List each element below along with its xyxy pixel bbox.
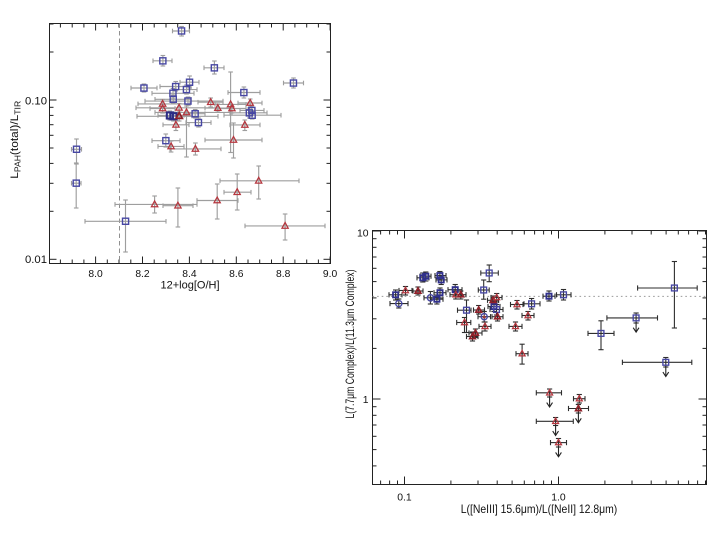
svg-text:8.8: 8.8: [276, 269, 291, 280]
svg-text:8.4: 8.4: [182, 269, 197, 280]
svg-text:1: 1: [363, 395, 369, 406]
svg-text:9.0: 9.0: [323, 269, 338, 280]
svg-text:1.0: 1.0: [551, 493, 566, 504]
svg-text:8.6: 8.6: [229, 269, 244, 280]
svg-text:LPAH(total)/LTIR: LPAH(total)/LTIR: [9, 101, 22, 179]
svg-text:L([NeIII] 15.6μm)/L([NeII] 12.: L([NeIII] 15.6μm)/L([NeII] 12.8μm): [461, 503, 618, 516]
svg-text:12+log[O/H]: 12+log[O/H]: [161, 280, 220, 292]
svg-text:0.01: 0.01: [25, 254, 47, 266]
svg-text:8.0: 8.0: [88, 269, 103, 280]
svg-text:L(7.7μm Complex)/L(11.3μm Comp: L(7.7μm Complex)/L(11.3μm Complex): [344, 269, 357, 418]
svg-text:10: 10: [357, 228, 369, 239]
svg-text:8.2: 8.2: [135, 269, 150, 280]
svg-text:0.1: 0.1: [397, 493, 412, 504]
svg-text:0.10: 0.10: [25, 96, 47, 108]
